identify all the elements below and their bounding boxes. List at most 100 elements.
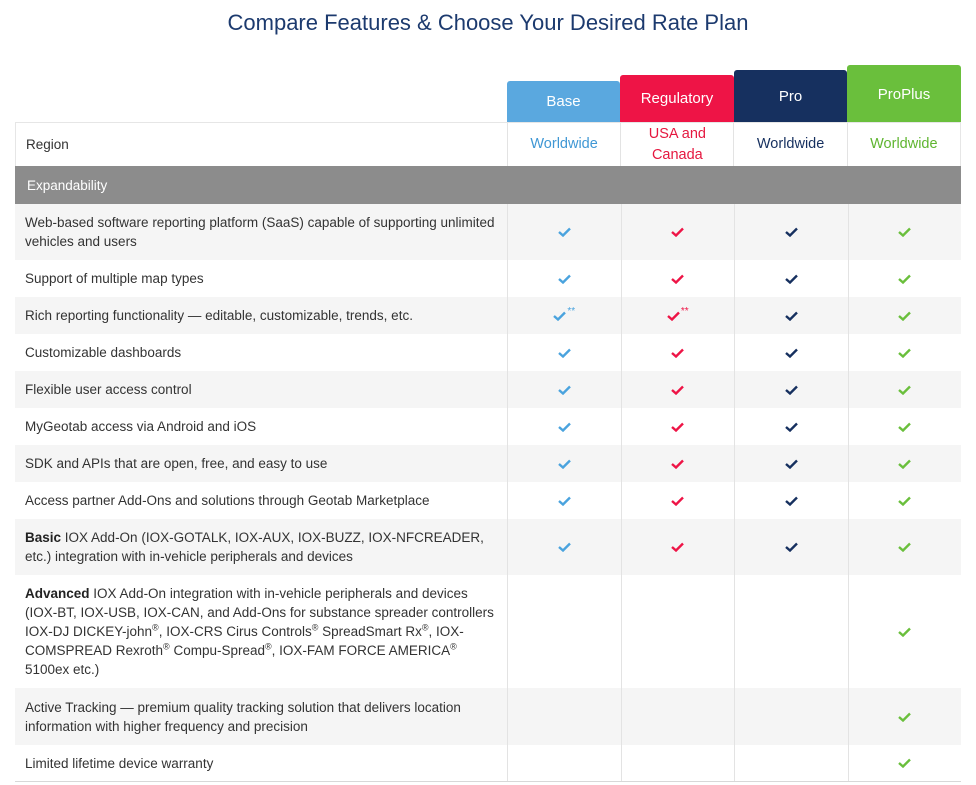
footnote-marker: **	[567, 306, 576, 317]
feature-cell-regulatory	[620, 334, 735, 371]
feature-label-text: , IOX-FAM FORCE AMERICA	[271, 643, 451, 658]
registered-mark: ®	[450, 641, 457, 652]
region-pro: Worldwide	[733, 123, 846, 166]
feature-label-text: 5100ex etc.)	[25, 662, 100, 677]
feature-row: Access partner Add-Ons and solutions thr…	[15, 482, 961, 519]
feature-cell-pro	[734, 204, 848, 260]
feature-row: Limited lifetime device warranty	[15, 745, 961, 782]
feature-label: Basic IOX Add-On (IOX-GOTALK, IOX-AUX, I…	[15, 519, 507, 575]
check-icon	[671, 227, 685, 237]
plan-name: ProPlus	[877, 86, 931, 103]
feature-cell-pro	[734, 297, 848, 334]
feature-cell-base	[507, 445, 621, 482]
feature-cell-pro	[734, 445, 848, 482]
feature-cell-pro	[734, 745, 848, 781]
registered-mark: ®	[311, 622, 319, 633]
feature-cell-proplus	[847, 745, 962, 781]
feature-label: SDK and APIs that are open, free, and ea…	[25, 456, 328, 471]
feature-label: Support of multiple map types	[25, 271, 204, 286]
feature-row: Customizable dashboards	[15, 334, 961, 371]
check-icon	[557, 459, 571, 469]
check-icon	[557, 227, 571, 237]
feature-cell-base	[507, 482, 621, 519]
plan-header-regulatory[interactable]: Regulatory	[620, 75, 734, 122]
check-icon	[557, 274, 571, 284]
plan-header-proplus[interactable]: ProPlus	[847, 65, 961, 122]
feature-cell-proplus	[847, 260, 962, 297]
feature-label-bold: Advanced	[25, 586, 90, 601]
plan-header-pro[interactable]: Pro	[734, 70, 847, 122]
feature-row: Advanced IOX Add-On integration with in-…	[15, 575, 961, 688]
feature-label-text: IOX Add-On (IOX-GOTALK, IOX-AUX, IOX-BUZ…	[25, 530, 484, 564]
feature-label-bold: Basic	[25, 530, 62, 545]
feature-cell-base	[507, 408, 621, 445]
check-icon	[671, 496, 685, 506]
footnote-marker: **	[680, 306, 689, 317]
feature-label: Web-based software reporting platform (S…	[25, 215, 495, 249]
check-icon	[667, 311, 680, 321]
check-icon	[898, 311, 912, 321]
feature-label: Active Tracking — premium quality tracki…	[25, 699, 461, 734]
feature-label: Access partner Add-Ons and solutions thr…	[25, 493, 430, 508]
region-regulatory: USA and Canada	[620, 123, 733, 166]
plan-name: Pro	[778, 87, 803, 105]
feature-cell-base	[507, 260, 621, 297]
feature-label: MyGeotab access via Android and iOS	[25, 419, 257, 434]
feature-cell-pro	[734, 688, 848, 745]
plan-header-base[interactable]: Base	[507, 81, 620, 122]
check-icon	[898, 712, 912, 722]
feature-cell-pro	[734, 408, 848, 445]
check-icon	[784, 227, 798, 237]
feature-cell-base	[507, 371, 621, 408]
check-icon	[557, 348, 571, 358]
feature-row: Support of multiple map types	[15, 260, 961, 297]
check-icon	[671, 542, 685, 552]
feature-label-text: , IOX-COMSPREAD Rexroth	[25, 624, 464, 658]
check-icon	[671, 385, 685, 395]
feature-cell-proplus	[847, 482, 962, 519]
feature-cell-regulatory	[620, 745, 735, 781]
feature-cell-regulatory	[620, 575, 735, 688]
check-icon	[671, 459, 685, 469]
page-title: Compare Features & Choose Your Desired R…	[227, 10, 749, 35]
section-header-expandability: Expandability	[15, 166, 961, 204]
check-icon	[784, 385, 798, 395]
feature-cell-proplus	[847, 688, 962, 745]
feature-cell-pro	[734, 260, 848, 297]
check-icon	[784, 542, 798, 552]
check-icon	[671, 274, 685, 284]
feature-label: Limited lifetime device warranty	[25, 755, 214, 771]
check-icon	[898, 542, 912, 552]
feature-cell-proplus	[847, 408, 962, 445]
feature-cell-base	[507, 688, 621, 745]
feature-cell-regulatory	[620, 204, 735, 260]
feature-row: MyGeotab access via Android and iOS	[15, 408, 961, 445]
feature-cell-proplus	[847, 204, 962, 260]
check-icon	[557, 542, 571, 552]
check-icon	[784, 422, 798, 432]
comparison-table: Region Worldwide USA and Canada Worldwid…	[15, 122, 961, 782]
region-value: Worldwide	[530, 136, 598, 152]
feature-row: Basic IOX Add-On (IOX-GOTALK, IOX-AUX, I…	[15, 519, 961, 575]
check-icon	[898, 348, 912, 358]
region-row: Region Worldwide USA and Canada Worldwid…	[15, 122, 961, 166]
feature-cell-regulatory	[620, 260, 735, 297]
check-icon	[898, 459, 912, 469]
feature-row: SDK and APIs that are open, free, and ea…	[15, 445, 961, 482]
feature-cell-regulatory	[620, 371, 735, 408]
region-value: Worldwide	[756, 136, 825, 152]
feature-cell-pro	[734, 519, 848, 575]
feature-cell-base	[507, 519, 621, 575]
feature-cell-pro	[734, 371, 848, 408]
feature-label: Advanced IOX Add-On integration with in-…	[15, 575, 507, 688]
region-value: Worldwide	[870, 136, 938, 152]
feature-cell-regulatory	[620, 445, 735, 482]
feature-cell-pro	[734, 334, 848, 371]
feature-cell-pro	[734, 575, 848, 688]
feature-cell-regulatory: **	[620, 297, 735, 334]
feature-label: Rich reporting functionality — editable,…	[25, 308, 413, 323]
registered-mark: ®	[421, 622, 429, 633]
feature-label-text: Compu-Spread	[169, 643, 265, 658]
region-proplus: Worldwide	[846, 123, 960, 166]
feature-cell-regulatory	[620, 519, 735, 575]
